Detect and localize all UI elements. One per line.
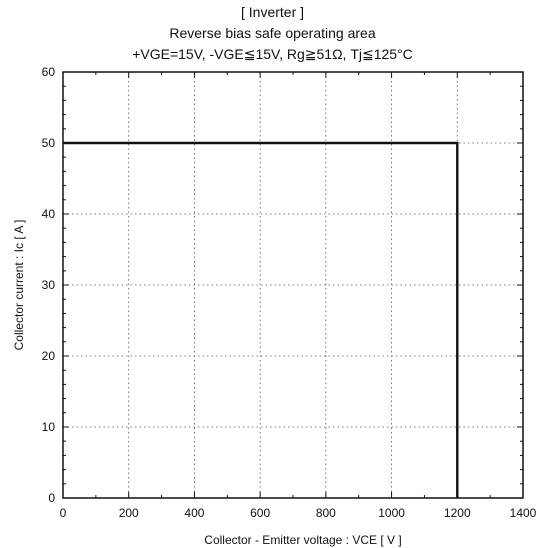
chart-subtitle: Reverse bias safe operating area (169, 25, 376, 41)
chart-conditions: +VGE=15V, -VGE≦15V, Rg≧51Ω, Tj≦125°C (132, 46, 413, 62)
x-tick-label: 200 (119, 506, 139, 520)
grid-lines (63, 72, 523, 498)
x-tick-label: 1200 (444, 506, 471, 520)
x-tick-label: 800 (316, 506, 336, 520)
y-tick-label: 30 (42, 278, 56, 292)
x-tick-label: 1000 (378, 506, 405, 520)
y-tick-label: 40 (42, 207, 56, 221)
y-tick-label: 0 (48, 491, 55, 505)
chart-title-block: [ Inverter ] Reverse bias safe operating… (0, 2, 545, 65)
y-tick-label: 50 (42, 136, 56, 150)
y-tick-label: 10 (42, 420, 56, 434)
y-tick-label: 60 (42, 65, 56, 79)
chart-title: [ Inverter ] (240, 4, 305, 20)
x-tick-labels: 0 200 400 600 800 1000 1200 1400 (60, 506, 537, 520)
x-tick-label: 1400 (510, 506, 537, 520)
y-tick-label: 20 (42, 349, 56, 363)
x-tick-label: 0 (60, 506, 67, 520)
series-group (63, 141, 459, 498)
x-axis-title: Collector - Emitter voltage : VCE [ V ] (204, 533, 401, 547)
axis-ticks (62, 71, 524, 499)
x-tick-label: 600 (250, 506, 270, 520)
y-tick-labels: 0 10 20 30 40 50 60 (42, 65, 56, 505)
y-axis-title: Collector current : Ic [ A ] (12, 220, 26, 351)
x-tick-label: 400 (184, 506, 204, 520)
rbsoa-boundary-line (63, 141, 459, 498)
